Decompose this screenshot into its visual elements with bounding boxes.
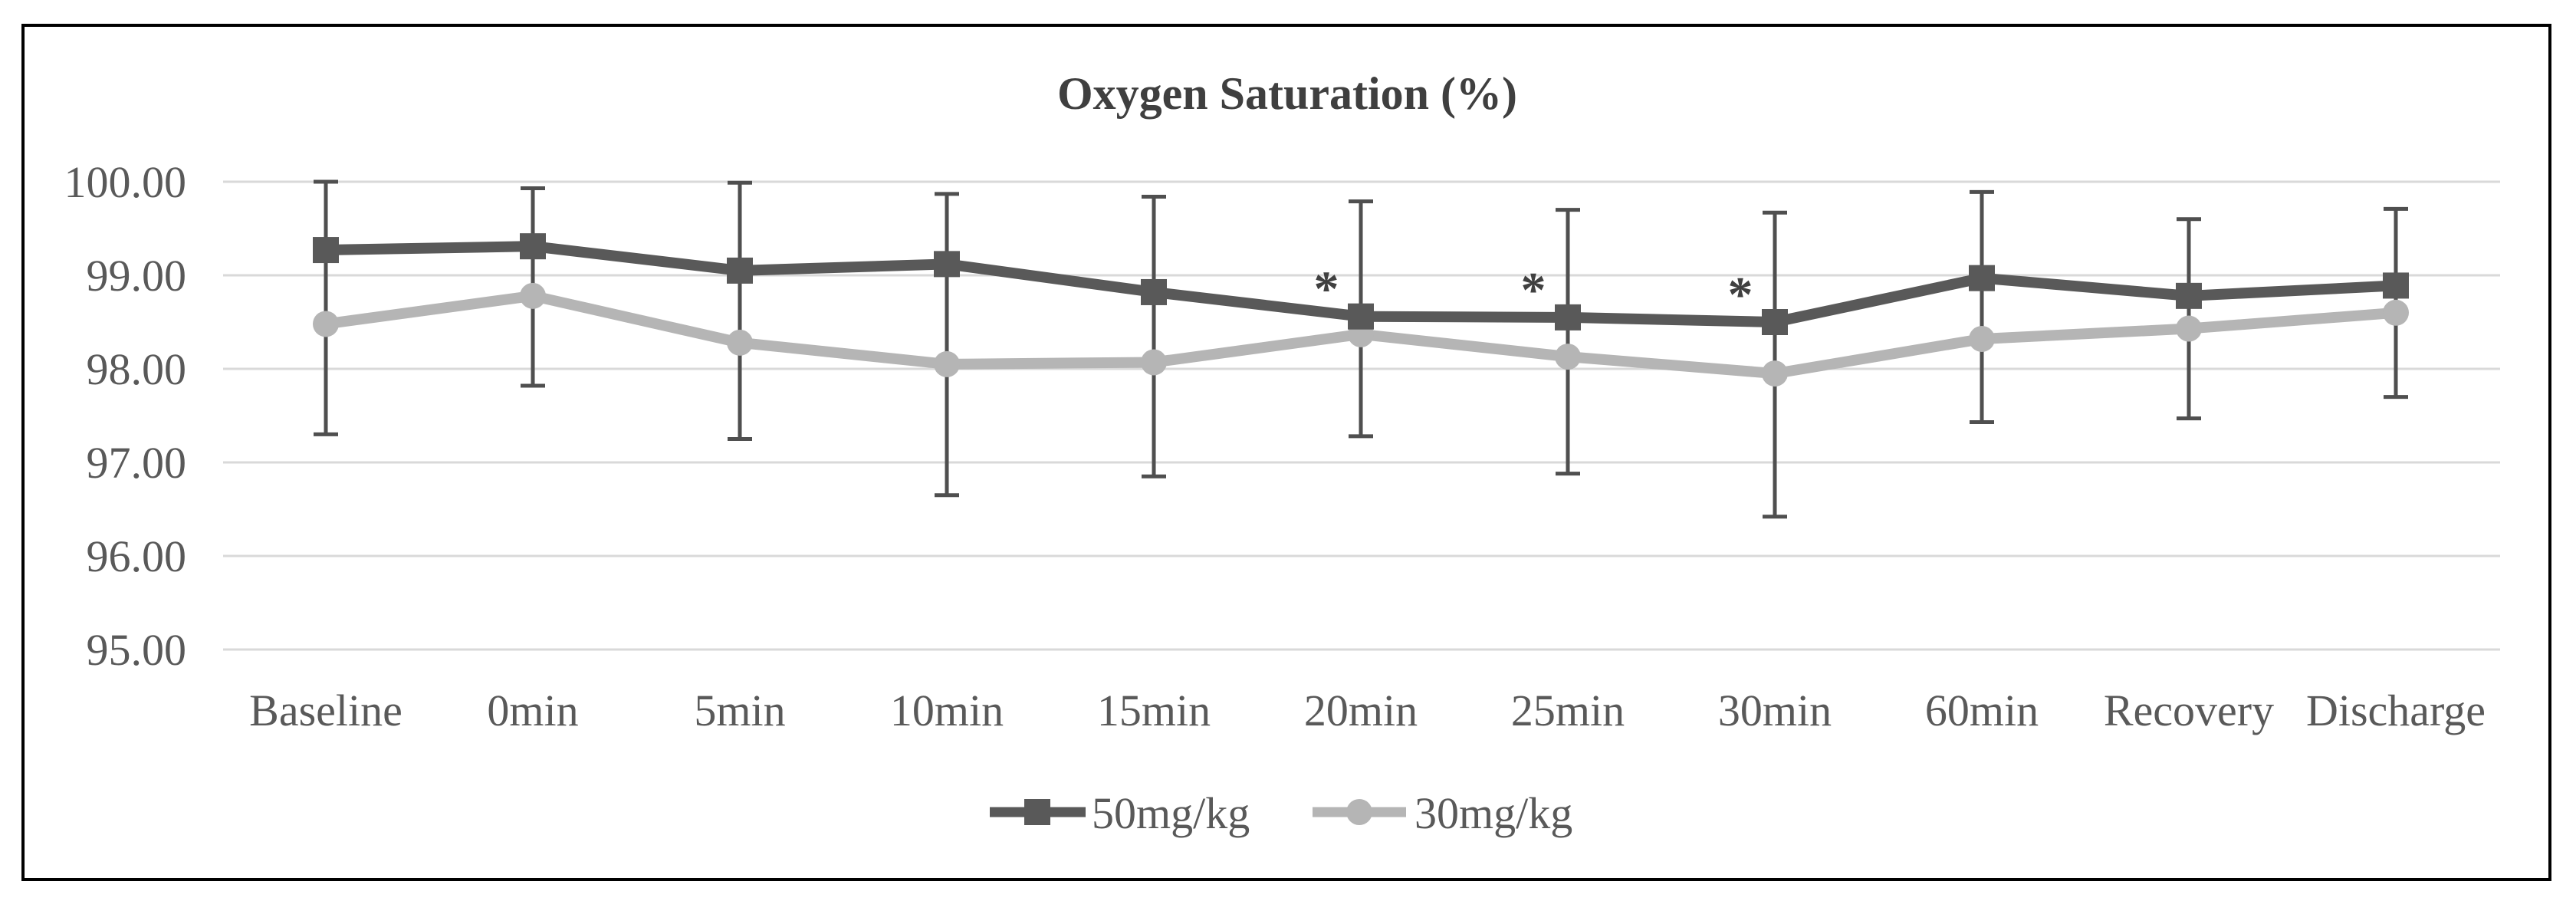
data-point-50mgkg (520, 233, 546, 260)
x-tick-label: 30min (1718, 686, 1832, 735)
legend-label-50mgkg: 50mg/kg (1092, 788, 1250, 838)
series-50mgkg (313, 233, 2409, 335)
data-point-50mgkg (2176, 282, 2202, 309)
y-tick-label: 95.00 (87, 625, 187, 675)
data-point-30mgkg (1141, 349, 1167, 376)
data-point-30mgkg (2383, 299, 2409, 326)
data-point-50mgkg (934, 251, 960, 278)
legend-square-marker-50mgkg (1024, 799, 1050, 825)
significance-asterisk: * (1314, 261, 1339, 317)
y-axis-tick-labels: 100.00 99.00 98.00 97.00 96.00 95.00 (64, 157, 187, 675)
x-tick-label: 60min (1925, 686, 2039, 735)
data-point-50mgkg (727, 257, 753, 284)
series-30mgkg (313, 282, 2409, 387)
data-point-50mgkg (1141, 278, 1167, 305)
x-tick-label: 15min (1097, 686, 1211, 735)
y-tick-label: 96.00 (87, 531, 187, 581)
significance-asterisk: * (1728, 267, 1753, 323)
data-point-30mgkg (727, 329, 753, 356)
data-point-50mgkg (1555, 304, 1581, 331)
data-point-30mgkg (934, 350, 960, 377)
y-tick-label: 97.00 (87, 438, 187, 488)
data-point-50mgkg (1969, 265, 1995, 291)
data-point-30mgkg (520, 282, 546, 309)
y-tick-label: 99.00 (87, 251, 187, 301)
y-tick-label: 100.00 (64, 157, 187, 207)
data-point-50mgkg (1348, 303, 1374, 330)
x-tick-label: Baseline (249, 686, 402, 735)
x-tick-label: Discharge (2306, 686, 2486, 735)
x-tick-label: 0min (487, 686, 578, 735)
significance-asterisk: * (1521, 262, 1546, 318)
data-point-30mgkg (313, 311, 339, 337)
chart-title: Oxygen Saturation (%) (1057, 68, 1517, 119)
data-point-50mgkg (1762, 309, 1788, 335)
significance-markers: * * * (1314, 261, 1753, 323)
data-point-30mgkg (2176, 315, 2202, 342)
x-tick-label: 5min (694, 686, 785, 735)
x-axis-tick-labels: Baseline 0min 5min 10min 15min 20min 25min 30mi… (249, 686, 2486, 735)
legend: 50mg/kg 30mg/kg (990, 788, 1572, 838)
x-tick-label: 20min (1304, 686, 1418, 735)
legend-circle-marker-30mgkg (1346, 799, 1372, 825)
data-point-30mgkg (1969, 325, 1995, 352)
figure-border (21, 24, 2551, 881)
legend-label-30mgkg: 30mg/kg (1414, 788, 1572, 838)
error-bars (314, 179, 2408, 519)
x-tick-label: 25min (1511, 686, 1625, 735)
data-point-30mgkg (1555, 344, 1581, 370)
data-point-30mgkg (1762, 360, 1788, 387)
data-point-50mgkg (2383, 272, 2409, 299)
x-tick-label: 10min (890, 686, 1004, 735)
x-tick-label: Recovery (2104, 686, 2274, 735)
y-tick-label: 98.00 (87, 344, 187, 394)
data-point-50mgkg (313, 237, 339, 264)
